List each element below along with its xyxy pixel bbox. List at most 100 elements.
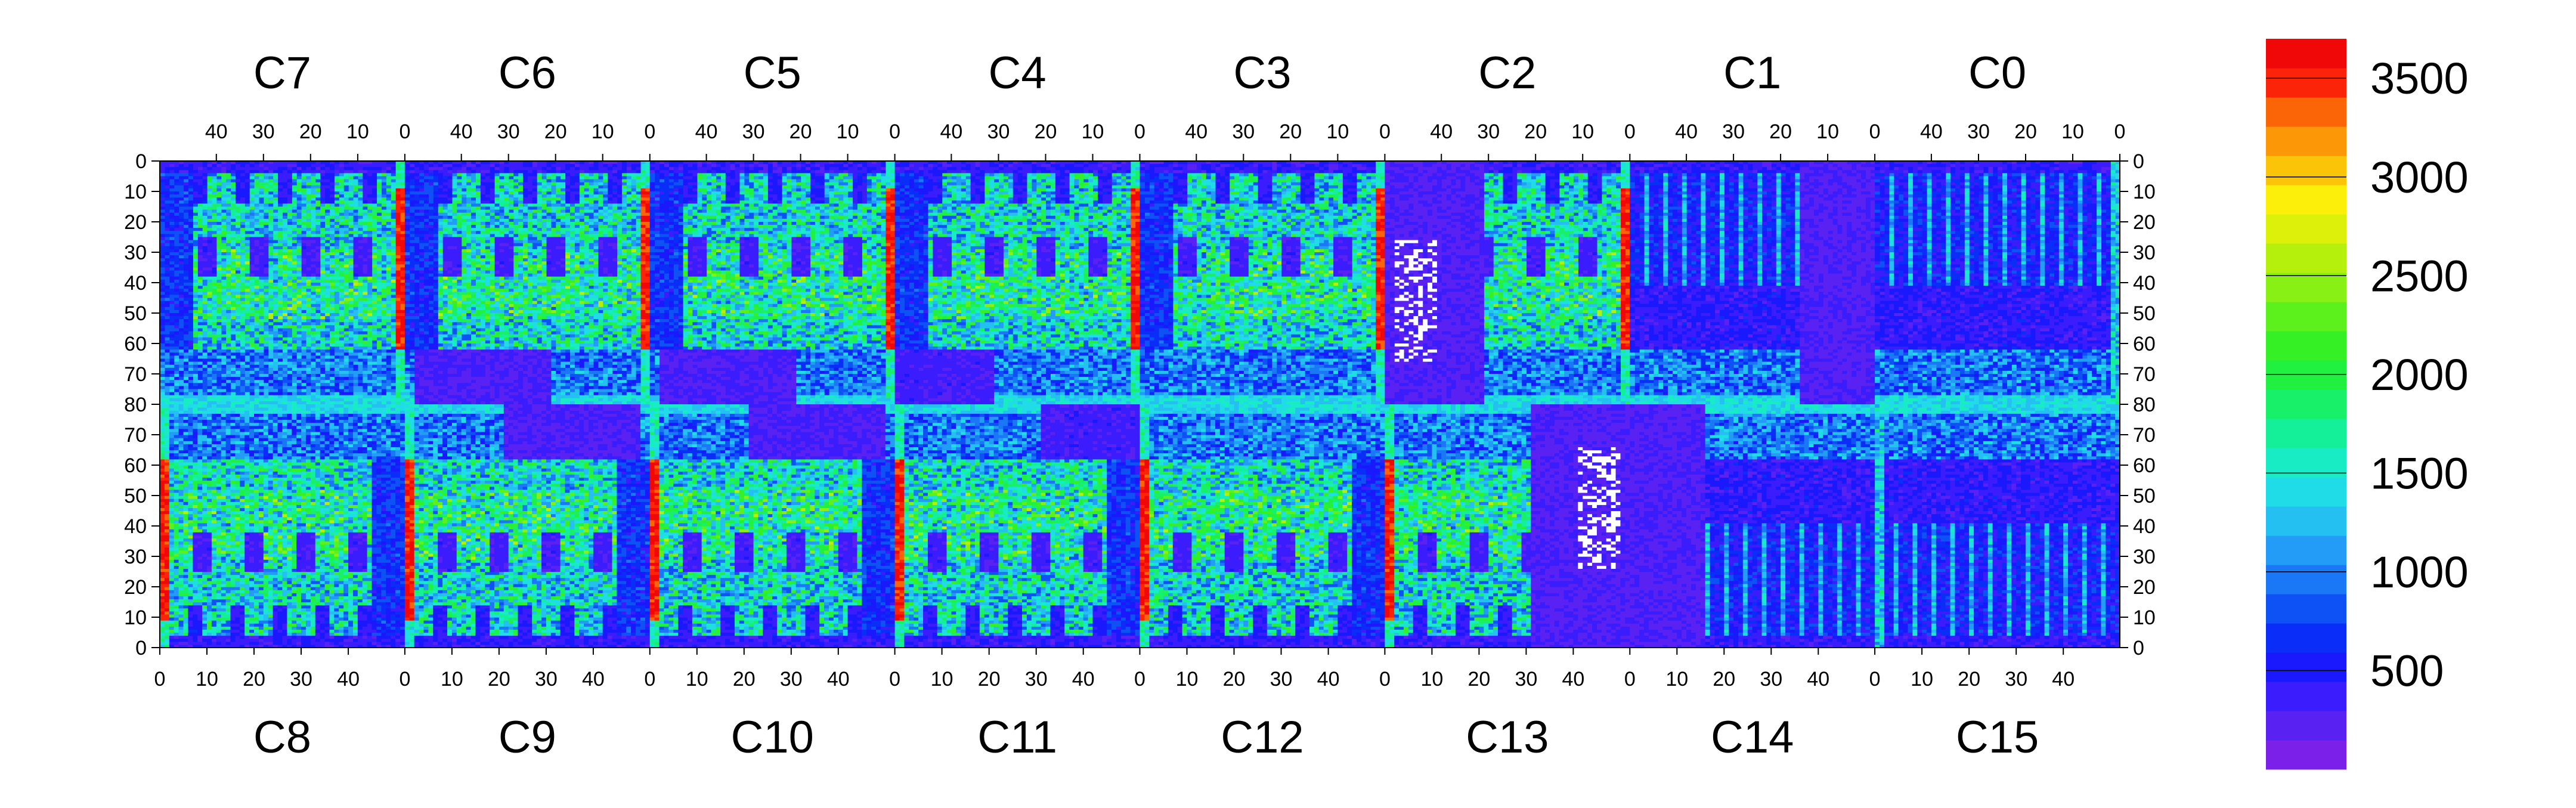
heatmap-cell: [339, 225, 344, 228]
heatmap-cell: [395, 197, 401, 201]
heatmap-cell: [339, 182, 344, 186]
heatmap-cell: [395, 389, 401, 393]
heatmap-cell: [381, 316, 386, 320]
heatmap-cell: [391, 252, 396, 256]
heatmap-cell: [306, 237, 311, 241]
heatmap-cell: [381, 246, 386, 250]
heatmap-cell: [395, 167, 401, 171]
heatmap-cell: [348, 307, 354, 311]
heatmap-cell: [306, 240, 311, 244]
heatmap-cell: [358, 182, 363, 186]
heatmap-cell: [296, 343, 302, 347]
heatmap-cell: [296, 182, 302, 186]
heatmap-cell: [343, 401, 349, 405]
heatmap-cell: [400, 213, 405, 216]
heatmap-cell: [301, 332, 306, 335]
heatmap-cell: [306, 332, 311, 335]
heatmap-cell: [339, 194, 344, 198]
heatmap-cell: [296, 167, 302, 171]
heatmap-cell: [376, 283, 382, 286]
heatmap-cell: [386, 380, 391, 383]
heatmap-cell: [320, 249, 326, 253]
heatmap-cell: [325, 249, 330, 253]
heatmap-cell: [315, 298, 321, 302]
heatmap-cell: [343, 264, 349, 268]
heatmap-cell: [343, 277, 349, 280]
heatmap-cell: [339, 286, 344, 289]
heatmap-cell: [367, 289, 373, 292]
heatmap-cell: [386, 349, 391, 353]
heatmap-cell: [296, 203, 302, 207]
heatmap-cell: [334, 194, 339, 198]
heatmap-cell: [358, 252, 363, 256]
heatmap-cell: [320, 185, 326, 189]
heatmap-cell: [329, 255, 335, 259]
heatmap-cell: [367, 380, 373, 383]
heatmap-cell: [358, 368, 363, 372]
heatmap-cell: [311, 243, 316, 247]
heatmap-cell: [348, 246, 354, 250]
heatmap-cell: [353, 203, 358, 207]
heatmap-cell: [296, 349, 302, 353]
heatmap-cell: [358, 219, 363, 222]
heatmap-cell: [372, 243, 377, 247]
heatmap-cell: [353, 255, 358, 259]
heatmap-cell: [311, 292, 316, 295]
heatmap-cell: [296, 359, 302, 363]
heatmap-cell: [306, 188, 311, 192]
heatmap-cell: [391, 268, 396, 271]
heatmap-cell: [301, 246, 306, 250]
heatmap-cell: [339, 338, 344, 341]
heatmap-cell: [400, 340, 405, 344]
heatmap-cell: [325, 359, 330, 363]
heatmap-cell: [363, 316, 368, 320]
heatmap-cell: [343, 268, 349, 271]
heatmap-cell: [320, 343, 326, 347]
heatmap-cell: [329, 398, 335, 402]
heatmap-cell: [395, 301, 401, 305]
heatmap-cell: [381, 277, 386, 280]
heatmap-cell: [339, 304, 344, 308]
heatmap-cell: [400, 298, 405, 302]
heatmap-cell: [306, 191, 311, 195]
heatmap-cell: [400, 398, 405, 402]
heatmap-cell: [296, 231, 302, 234]
heatmap-cell: [395, 340, 401, 344]
heatmap-cell: [400, 222, 405, 225]
heatmap-cell: [353, 307, 358, 311]
heatmap-cell: [381, 213, 386, 216]
heatmap-cell: [381, 197, 386, 201]
heatmap-cell: [343, 240, 349, 244]
heatmap-cell: [325, 292, 330, 295]
heatmap-cell: [363, 319, 368, 323]
heatmap-cell: [400, 283, 405, 286]
heatmap-cell: [372, 295, 377, 298]
heatmap-cell: [296, 322, 302, 326]
heatmap-cell: [339, 307, 344, 311]
heatmap-cell: [400, 274, 405, 277]
heatmap-cell: [391, 380, 396, 383]
heatmap-cell: [400, 346, 405, 350]
heatmap-cell: [334, 304, 339, 308]
heatmap-cell: [353, 231, 358, 234]
heatmap-cell: [395, 243, 401, 247]
heatmap-cell: [315, 374, 321, 377]
heatmap-cell: [391, 338, 396, 341]
heatmap-cell: [339, 301, 344, 305]
heatmap-cell: [391, 332, 396, 335]
heatmap-cell: [339, 371, 344, 374]
heatmap-cell: [315, 349, 321, 353]
heatmap-cell: [325, 355, 330, 359]
heatmap-cell: [320, 164, 326, 168]
heatmap-cell: [395, 316, 401, 320]
heatmap-cell: [381, 310, 386, 314]
heatmap-cell: [391, 368, 396, 372]
heatmap-cell: [363, 295, 368, 298]
heatmap-cell: [315, 316, 321, 320]
heatmap-cell: [320, 243, 326, 247]
heatmap-cell: [376, 374, 382, 377]
heatmap-cell: [329, 231, 335, 234]
heatmap-cell: [325, 225, 330, 228]
heatmap-cell: [363, 191, 368, 195]
heatmap-cell: [348, 194, 354, 198]
